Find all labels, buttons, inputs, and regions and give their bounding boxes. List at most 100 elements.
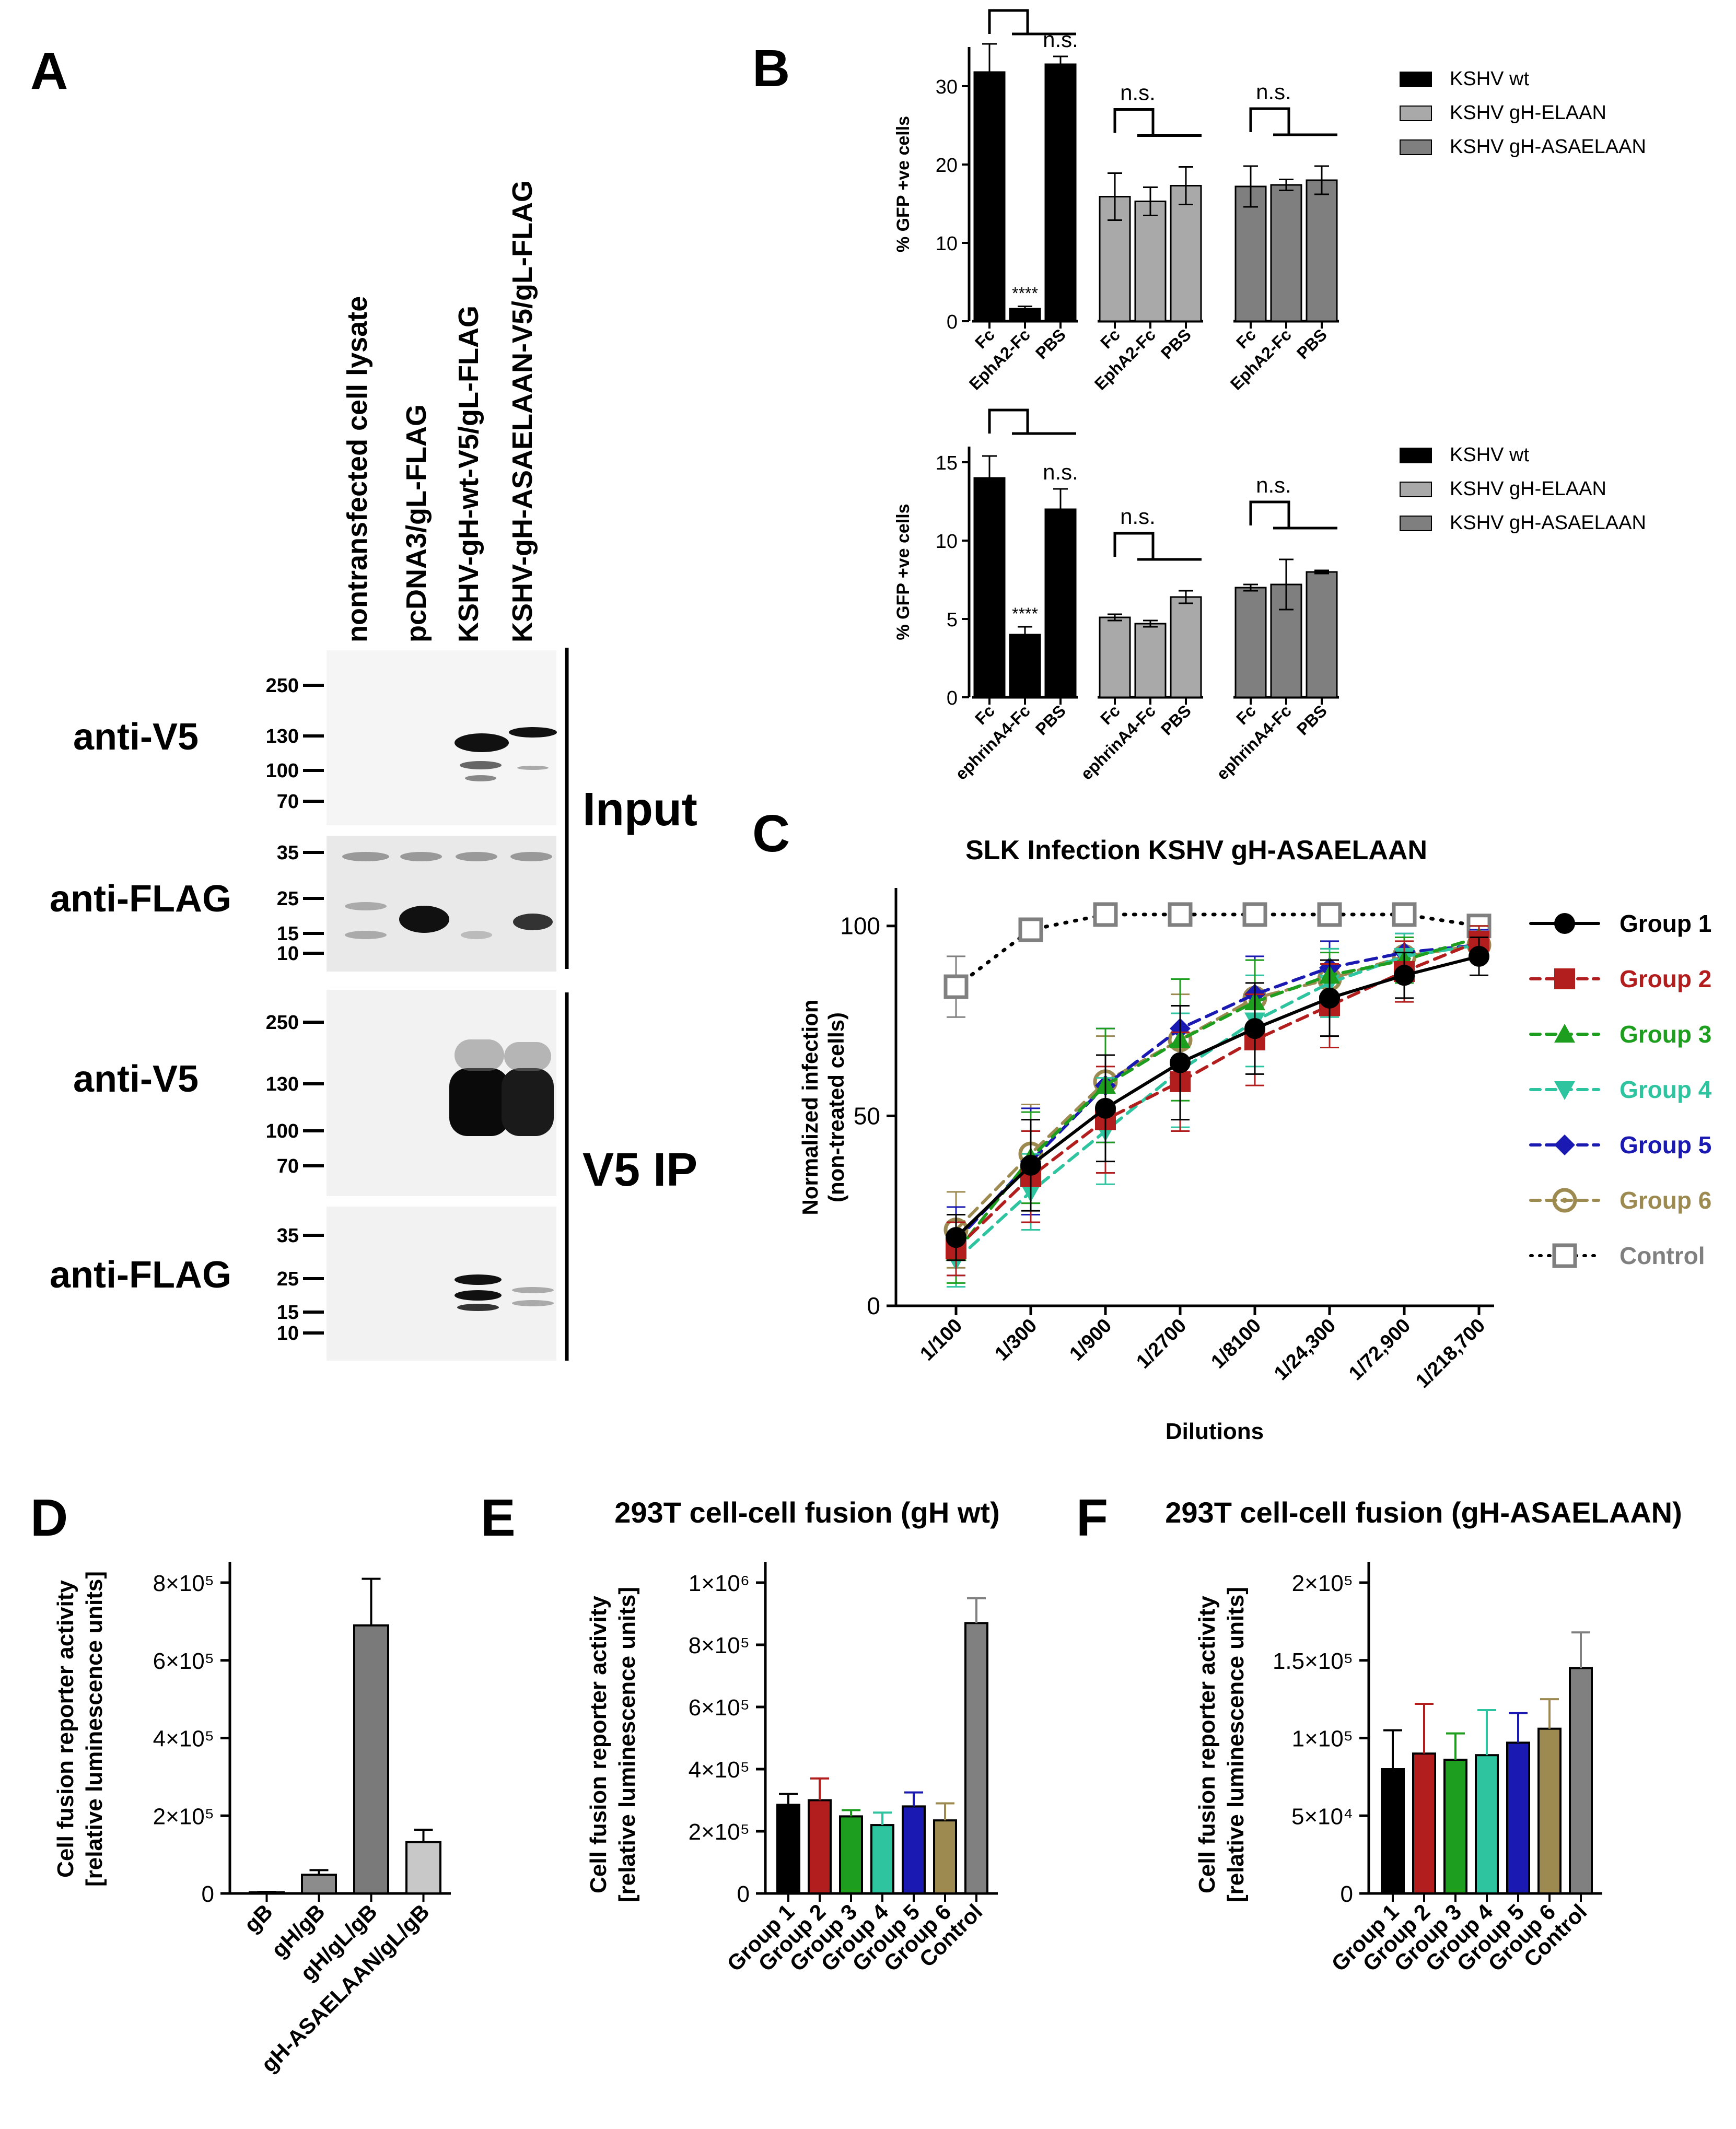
marker-label: 25 (277, 1268, 299, 1290)
y-tick-label: 0 (947, 311, 958, 333)
series-line (954, 935, 1481, 1255)
bar (1412, 1752, 1436, 1894)
bar (1537, 1727, 1562, 1894)
data-point (943, 974, 969, 999)
x-tick-label: 1/300 (991, 1315, 1041, 1365)
band (513, 914, 553, 930)
bar (973, 477, 1006, 698)
x-tick-label: 1/72,900 (1345, 1315, 1415, 1385)
bar (839, 1815, 863, 1894)
x-tick-label: 1/8100 (1207, 1315, 1265, 1373)
data-point (1095, 1097, 1116, 1119)
x-tick-label: 1/218,700 (1412, 1315, 1489, 1393)
blot-flag-ip (327, 1207, 556, 1361)
panel-letter-f: F (1076, 1489, 1108, 1547)
x-tick-label: PBS (1032, 325, 1069, 362)
band (512, 1300, 554, 1306)
legend-label: Group 4 (1620, 1076, 1712, 1103)
y-axis-label: Normalized infection (798, 999, 822, 1215)
x-tick-label: 1/2700 (1132, 1315, 1191, 1373)
bar (353, 1624, 389, 1894)
legend-label: Group 2 (1620, 965, 1711, 992)
y-axis-label: % GFP +ve cells (893, 116, 913, 252)
x-tick-label: 1/24,300 (1270, 1315, 1340, 1385)
marker-label: 130 (266, 726, 299, 747)
significance-label: n.s. (1120, 80, 1156, 105)
legend-label: KSHV gH-ELAAN (1450, 102, 1606, 124)
band (461, 931, 492, 939)
y-tick-label: 8×10⁵ (153, 1571, 214, 1596)
chart-e: 293T cell-cell fusion (gH wt) 0 2×10⁵ 4×10⁵… (586, 1496, 1000, 1976)
x-tick-label: Fc (1097, 701, 1124, 728)
data-point (1392, 902, 1417, 927)
marker-label: 130 (266, 1073, 299, 1095)
bar (1381, 1768, 1405, 1894)
bar (1569, 1667, 1593, 1894)
y-axis-label: [relative luminescence units] (1223, 1587, 1249, 1902)
data-point (1554, 913, 1575, 934)
bar (1044, 508, 1077, 698)
band (512, 1287, 554, 1293)
data-point (1469, 945, 1489, 967)
section-label-input: Input (582, 783, 697, 836)
marker-label: 250 (266, 675, 299, 697)
data-point (1244, 1018, 1265, 1039)
y-axis-label: [relative luminescence units] (614, 1587, 640, 1902)
marker-label: 10 (277, 1323, 299, 1344)
band (400, 852, 442, 861)
y-tick-label: 20 (936, 155, 958, 177)
marker-label: 250 (266, 1012, 299, 1034)
y-tick-label: 5 (947, 609, 958, 631)
section-label-v5-ip: V5 IP (582, 1144, 697, 1196)
data-point (1319, 987, 1340, 1009)
marker-label: 70 (277, 791, 299, 813)
blot-v5-input (327, 650, 556, 825)
marker-label: 35 (277, 842, 299, 864)
y-tick-label: 6×10⁵ (689, 1695, 750, 1721)
bar (902, 1805, 926, 1894)
y-tick-label: 4×10⁵ (689, 1757, 750, 1783)
chart-f: 293T cell-cell fusion (gH-ASAELAAN) 0 5×10… (1165, 1496, 1682, 1976)
markers-v5-ip: 250 130 100 70 (266, 1012, 299, 1177)
lane-label-4: KSHV-gH-ASAELAAN-V5/gL-FLAG (507, 180, 538, 642)
band (455, 1274, 502, 1285)
bar (1506, 1741, 1530, 1895)
series-line (954, 943, 1481, 1232)
y-tick-label: 4×10⁵ (153, 1726, 214, 1752)
bar (973, 71, 1006, 322)
x-tick-label: Fc (1097, 325, 1124, 352)
y-tick-label: 30 (936, 76, 958, 98)
y-axis-label: (non-treated cells) (824, 1012, 848, 1202)
blot-label-anti-flag-input: anti-FLAG (50, 878, 231, 920)
band (455, 733, 509, 752)
y-tick-label: 50 (854, 1102, 880, 1129)
comparison-bracket (1249, 107, 1290, 135)
significance-label: n.s. (1256, 79, 1291, 104)
y-tick-label: 0 (1341, 1881, 1353, 1907)
y-tick-label: 0 (947, 687, 958, 709)
significance-stars: **** (1012, 284, 1038, 303)
legend-label: Group 3 (1620, 1021, 1711, 1048)
marker-label: 15 (277, 923, 299, 945)
comparison-bracket (1113, 532, 1155, 559)
significance-label: n.s. (1043, 460, 1078, 484)
band (455, 1290, 502, 1301)
legend-label: KSHV wt (1450, 68, 1529, 90)
y-tick-label: 2×10⁵ (1292, 1571, 1353, 1596)
band (345, 931, 387, 939)
lane-label-3: KSHV-gH-wt-V5/gL-FLAG (453, 306, 484, 642)
marker-label: 10 (277, 943, 299, 965)
series-line (954, 943, 1481, 1243)
bar (1234, 587, 1267, 698)
legend-label: Group 5 (1620, 1131, 1711, 1159)
bar (1475, 1754, 1499, 1895)
data-point (1168, 902, 1193, 927)
band (449, 1068, 509, 1136)
band (504, 1042, 551, 1071)
panel-a: nontransfected cell lysate pcDNA3/gL-FLA… (50, 180, 697, 1361)
bar (1170, 185, 1202, 322)
data-point (1020, 1154, 1041, 1176)
band (517, 766, 549, 770)
legend-label: KSHV gH-ASAELAAN (1450, 512, 1646, 534)
band (460, 761, 502, 769)
